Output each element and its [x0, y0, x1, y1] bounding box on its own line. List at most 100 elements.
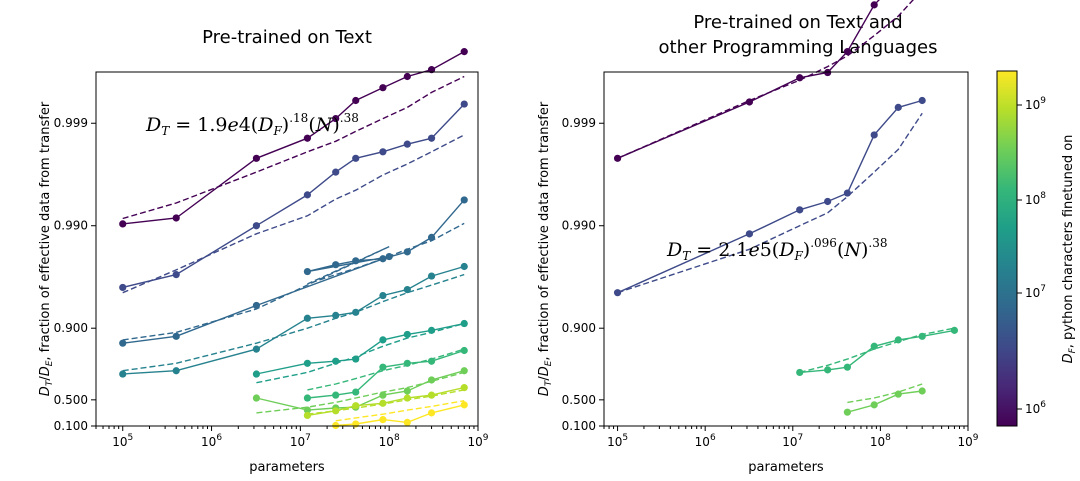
y-tick-label: 0.900 — [562, 321, 596, 335]
data-point — [252, 394, 261, 402]
fit-line — [617, 112, 923, 294]
data-point — [427, 357, 436, 365]
data-point — [843, 48, 851, 56]
data-point — [352, 388, 360, 396]
series — [119, 196, 468, 347]
data-point — [894, 103, 902, 111]
data-point — [379, 291, 387, 300]
data-point — [303, 406, 312, 414]
data-point — [403, 418, 411, 426]
colorbar-tick-label: 107 — [1025, 284, 1046, 300]
x-tick-label: 108 — [379, 433, 400, 449]
right-chart: Pre-trained on Text and other Programmin… — [537, 0, 979, 475]
data-point — [460, 48, 468, 56]
x-tick-label: 109 — [467, 433, 488, 449]
data-point — [252, 370, 261, 378]
data-point — [379, 84, 387, 92]
data-point — [796, 74, 804, 82]
data-point — [613, 289, 622, 297]
data-point — [303, 191, 312, 199]
data-point — [796, 368, 804, 377]
data-point — [379, 399, 387, 407]
data-point — [427, 233, 436, 242]
x-tick-label: 105 — [607, 433, 628, 449]
data-point — [379, 148, 387, 156]
data-point — [824, 197, 832, 206]
data-point — [379, 416, 387, 424]
data-point — [332, 311, 340, 320]
data-point — [352, 308, 360, 316]
data-point — [303, 314, 312, 322]
data-point — [172, 214, 180, 222]
data-point — [427, 326, 436, 334]
data-point — [119, 283, 127, 292]
data-point — [460, 100, 468, 108]
series — [119, 262, 468, 378]
data-point — [403, 387, 411, 395]
y-tick-label: 0.990 — [54, 219, 88, 233]
data-point — [403, 248, 411, 256]
data-point — [332, 391, 340, 399]
colorbar-tick-label: 109 — [1025, 96, 1046, 112]
x-tick-label: 105 — [112, 433, 133, 449]
colorbar-gradient — [996, 70, 1018, 427]
data-point — [745, 230, 754, 238]
data-point — [870, 342, 878, 350]
data-point — [824, 366, 832, 374]
x-tick-label: 106 — [695, 433, 716, 449]
data-point — [460, 384, 468, 392]
series — [613, 0, 914, 162]
series — [303, 384, 468, 420]
series — [252, 367, 468, 414]
data-point — [379, 255, 387, 263]
series-line — [617, 0, 880, 159]
data-point — [379, 363, 387, 371]
fit-line — [122, 273, 465, 372]
left-annotation: DT = 1.9e4(DF).18(N).38 — [145, 111, 359, 138]
data-point — [403, 359, 411, 367]
colorbar-tick-label: 106 — [1025, 400, 1046, 416]
data-point — [460, 367, 468, 375]
colorbar-label: DF, python characters finetuned on — [1061, 135, 1078, 364]
data-point — [460, 401, 468, 409]
series-line — [847, 390, 923, 413]
data-point — [427, 391, 436, 399]
data-point — [403, 330, 411, 339]
data-point — [332, 114, 340, 123]
data-point — [796, 206, 804, 214]
series-line — [122, 265, 465, 375]
left-chart-title: Pre-trained on Text — [202, 27, 372, 48]
left-plot-frame — [95, 71, 479, 427]
data-point — [352, 96, 360, 105]
x-tick-label: 107 — [290, 433, 311, 449]
data-point — [894, 336, 902, 344]
y-tick-label: 0.100 — [54, 419, 88, 433]
data-point — [745, 98, 754, 106]
right-ylabel: DT/DE, fraction of effective data from t… — [537, 101, 554, 396]
left-ylabel: DT/DE, fraction of effective data from t… — [38, 101, 55, 396]
series — [119, 48, 468, 228]
x-tick-label: 106 — [201, 433, 222, 449]
x-tick-label: 109 — [957, 433, 978, 449]
data-point — [332, 168, 340, 176]
fit-line — [122, 222, 465, 341]
data-point — [332, 261, 340, 269]
x-tick-label: 108 — [870, 433, 891, 449]
series — [843, 383, 926, 416]
y-tick-label: 0.100 — [562, 419, 596, 433]
data-point — [252, 345, 261, 353]
right-chart-title-line1: Pre-trained on Text and — [693, 12, 902, 33]
data-point — [119, 370, 127, 378]
series — [119, 100, 468, 294]
data-point — [385, 252, 393, 261]
data-point — [950, 326, 959, 334]
data-point — [119, 339, 127, 347]
data-point — [824, 68, 832, 77]
data-point — [613, 154, 622, 162]
colorbar: 106 107 108 109 DF, python characters finet… — [996, 70, 1078, 427]
data-point — [403, 285, 411, 294]
y-tick-label: 0.500 — [54, 393, 88, 407]
data-point — [403, 72, 411, 81]
data-point — [870, 401, 878, 409]
